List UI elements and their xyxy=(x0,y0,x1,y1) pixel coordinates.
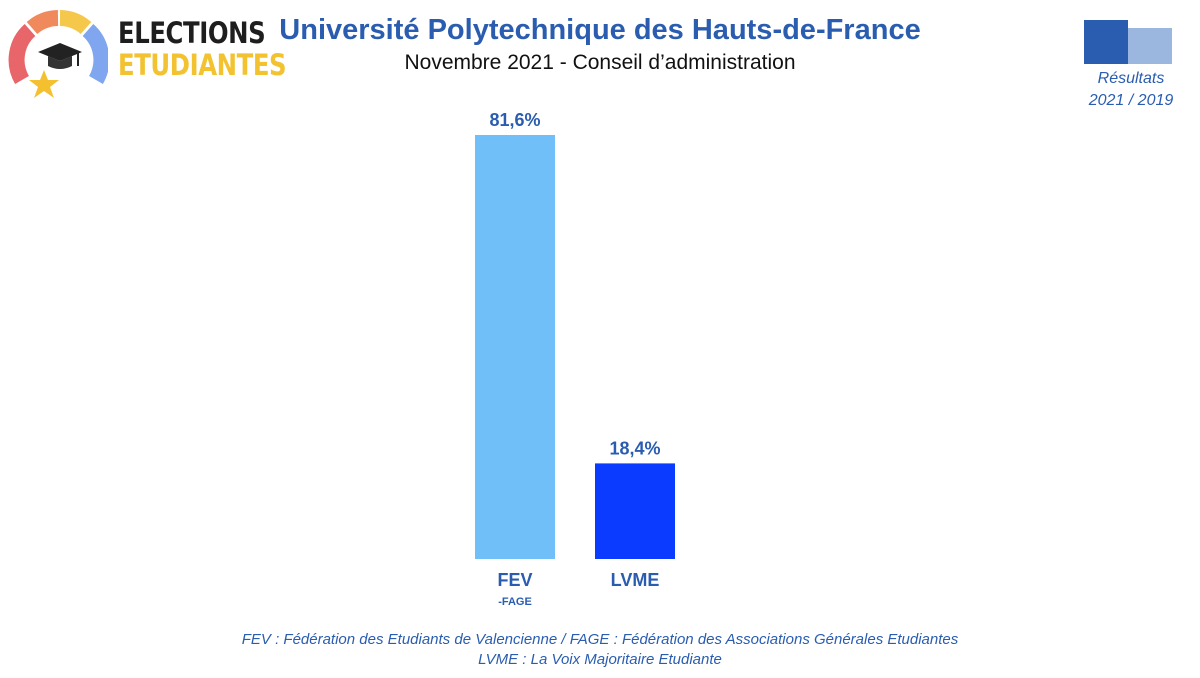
category-label-fev: FEV xyxy=(497,570,532,590)
value-label-fev: 81,6% xyxy=(489,110,540,130)
bar-fev xyxy=(475,135,555,559)
legend-swatch-2021 xyxy=(1084,20,1128,64)
logo-text-elections: ELECTIONS xyxy=(118,16,266,50)
legend-label-results: Résultats xyxy=(1097,70,1165,87)
elections-etudiantes-logo: ELECTIONS ETUDIANTES xyxy=(8,8,287,108)
footnote-fev-fage: FEV : Fédération des Etudiants de Valenc… xyxy=(241,631,959,648)
page-title: Université Polytechnique des Hauts-de-Fr… xyxy=(279,14,921,46)
category-label-lvme: LVME xyxy=(611,570,660,590)
legend-label-years: 2021 / 2019 xyxy=(1088,92,1174,109)
gauge-cap-star-icon xyxy=(8,10,108,98)
legend-swatch-2019 xyxy=(1128,28,1172,64)
category-sublabel-fev: -FAGE xyxy=(498,596,532,608)
logo-text-etudiantes: ETUDIANTES xyxy=(118,48,287,82)
footnote-lvme: LVME : La Voix Majoritaire Etudiante xyxy=(478,651,722,668)
page-subtitle: Novembre 2021 - Conseil d’administration xyxy=(404,51,796,74)
bar-lvme xyxy=(595,463,675,559)
value-label-lvme: 18,4% xyxy=(609,438,660,458)
